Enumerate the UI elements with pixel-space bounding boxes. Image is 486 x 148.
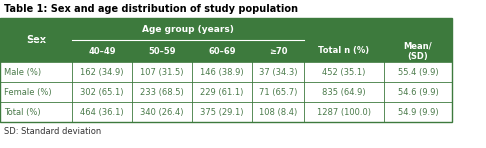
Text: Age group (years): Age group (years) [142,25,234,33]
Text: Table 1: Sex and age distribution of study population: Table 1: Sex and age distribution of stu… [4,4,298,14]
Text: 452 (35.1): 452 (35.1) [322,67,365,77]
Text: 146 (38.9): 146 (38.9) [200,67,244,77]
Text: 835 (64.9): 835 (64.9) [322,87,366,96]
Text: 54.9 (9.9): 54.9 (9.9) [398,107,438,116]
Text: 233 (68.5): 233 (68.5) [140,87,184,96]
Bar [0,82,452,102]
Text: 55.4 (9.9): 55.4 (9.9) [398,67,438,77]
Text: 340 (26.4): 340 (26.4) [140,107,184,116]
Bar [0,18,452,122]
Text: 107 (31.5): 107 (31.5) [140,67,184,77]
Bar [0,62,452,82]
Text: 54.6 (9.9): 54.6 (9.9) [398,87,438,96]
Text: 302 (65.1): 302 (65.1) [80,87,124,96]
Bar [0,102,452,122]
Text: 375 (29.1): 375 (29.1) [200,107,244,116]
Text: 37 (34.3): 37 (34.3) [259,67,297,77]
Text: 40–49: 40–49 [88,46,116,56]
Bar [0,40,452,62]
Text: SD: Standard deviation: SD: Standard deviation [4,127,101,136]
Text: 108 (8.4): 108 (8.4) [259,107,297,116]
Text: 162 (34.9): 162 (34.9) [80,67,124,77]
Text: Total (%): Total (%) [4,107,41,116]
Bar [0,18,452,40]
Text: Total n (%): Total n (%) [318,46,369,56]
Text: 464 (36.1): 464 (36.1) [80,107,124,116]
Text: Male (%): Male (%) [4,67,41,77]
Text: Female (%): Female (%) [4,87,52,96]
Text: 50–59: 50–59 [148,46,176,56]
Text: 60–69: 60–69 [208,46,236,56]
Text: Mean/
(SD): Mean/ (SD) [404,41,433,61]
Text: Sex: Sex [26,35,46,45]
Text: 71 (65.7): 71 (65.7) [259,87,297,96]
Text: 1287 (100.0): 1287 (100.0) [317,107,371,116]
Text: ≥70: ≥70 [269,46,287,56]
Text: 229 (61.1): 229 (61.1) [200,87,243,96]
